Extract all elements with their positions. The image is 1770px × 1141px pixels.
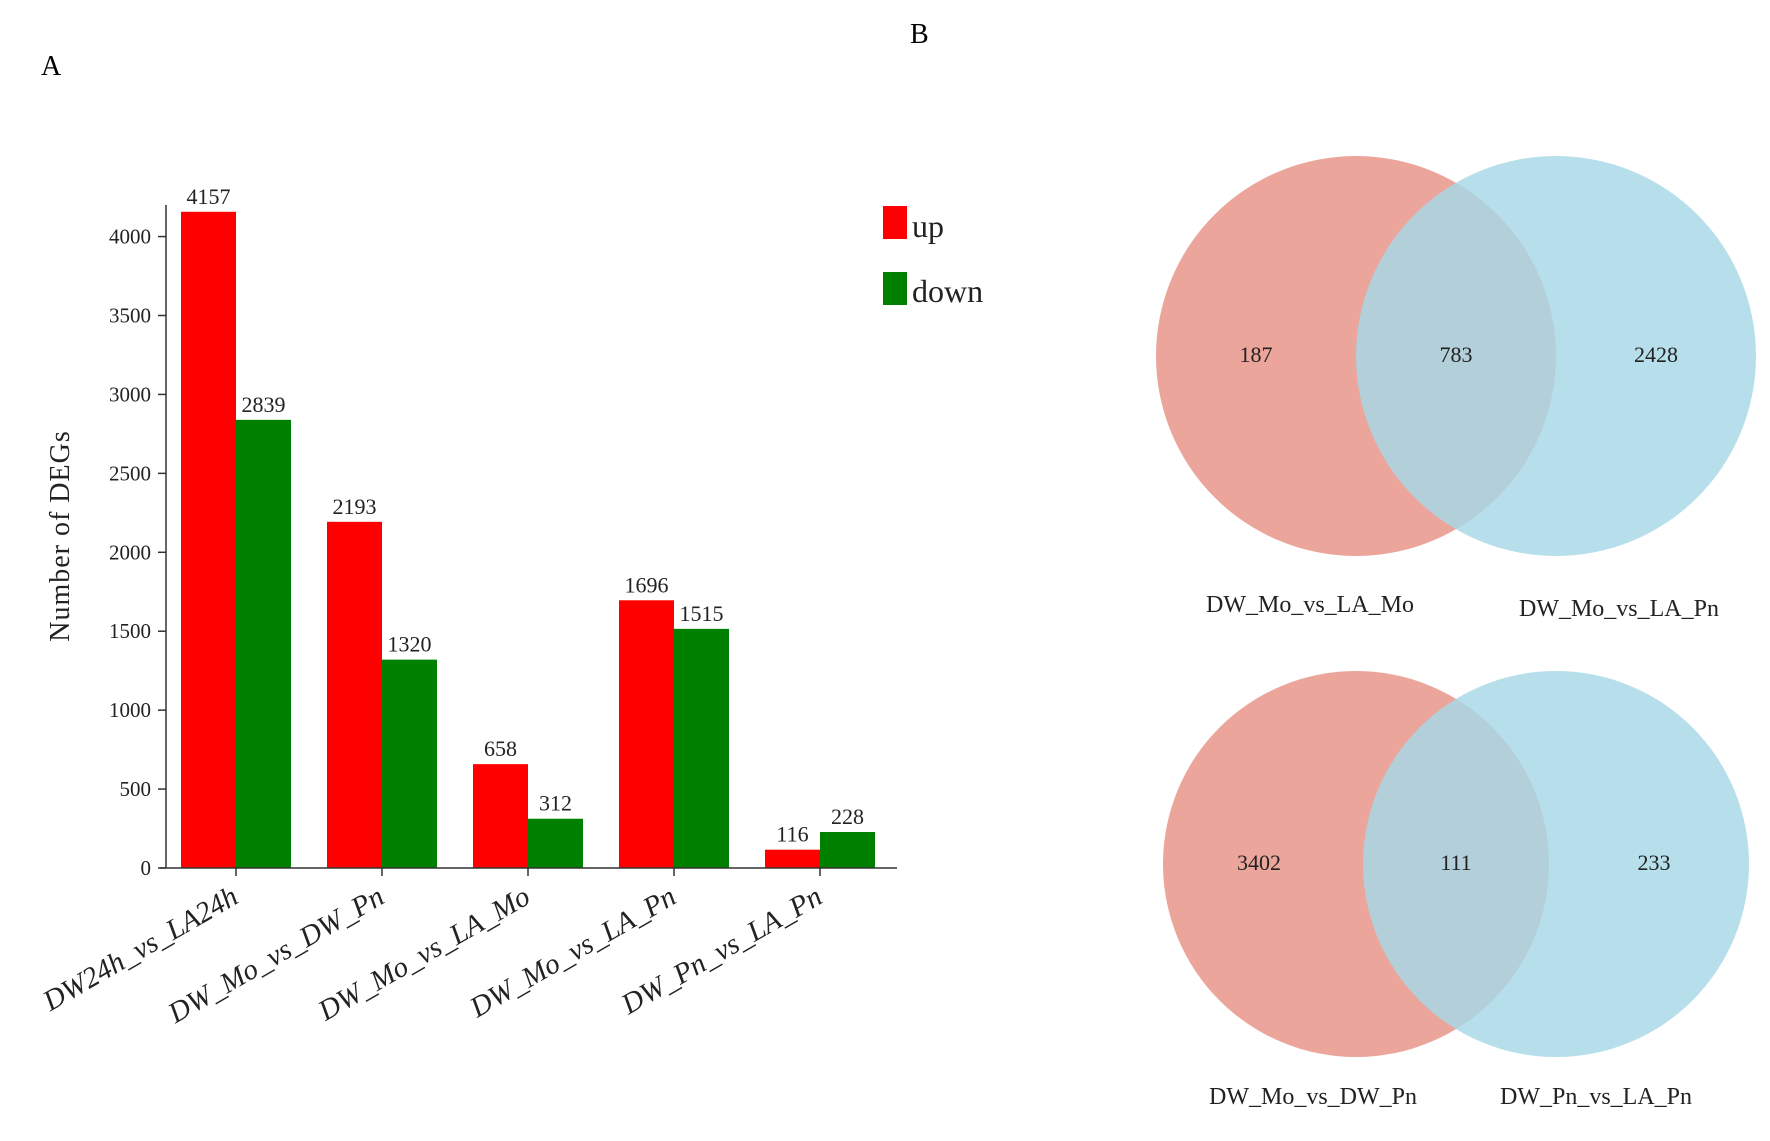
- venn-diagram-1: 187 783 2428 DW_Mo_vs_LA_Mo DW_Mo_vs_LA_…: [1156, 156, 1756, 622]
- venn2-right-only: 233: [1638, 850, 1671, 875]
- bar-label-up-3: 658: [484, 736, 517, 761]
- bar-label-down-4: 1515: [680, 601, 724, 626]
- panel-label-b: B: [910, 19, 929, 50]
- venn2-overlap: 111: [1440, 850, 1471, 875]
- y-tick-label: 3000: [109, 382, 151, 406]
- legend-label-down: down: [912, 273, 983, 309]
- bar-label-up-4: 1696: [625, 572, 669, 597]
- y-tick-label: 4000: [109, 225, 151, 249]
- legend-swatch-up: [883, 206, 907, 239]
- bar-label-down-5: 228: [831, 804, 864, 829]
- y-axis-title: Number of DEGs: [45, 430, 76, 642]
- bar-label-up-1: 4157: [187, 184, 231, 209]
- panel-label-a: A: [41, 51, 62, 82]
- bar-down-5: [820, 832, 875, 868]
- bar-label-down-3: 312: [539, 791, 572, 816]
- venn1-right-only: 2428: [1634, 342, 1678, 367]
- y-tick-label: 500: [120, 777, 152, 801]
- venn1-overlap: 783: [1440, 342, 1473, 367]
- y-axis-ticks: 0 500 1000 1500 2000 2500 3000 3500 4000: [109, 225, 166, 880]
- bar-down-2: [382, 659, 437, 868]
- bar-up-2: [327, 521, 382, 868]
- legend: up down: [883, 206, 983, 309]
- y-tick-label: 2000: [109, 540, 151, 564]
- venn1-left-set-label: DW_Mo_vs_LA_Mo: [1206, 592, 1414, 618]
- y-tick-label: 1000: [109, 698, 151, 722]
- bar-label-up-2: 2193: [333, 494, 377, 519]
- venn1-right-circle: [1356, 156, 1756, 556]
- venn2-right-set-label: DW_Pn_vs_LA_Pn: [1500, 1084, 1692, 1110]
- bar-label-up-5: 116: [776, 822, 808, 847]
- y-tick-label: 3500: [109, 304, 151, 328]
- bar-up-1: [181, 211, 236, 869]
- venn2-left-set-label: DW_Mo_vs_DW_Pn: [1209, 1084, 1417, 1110]
- bar-down-3: [528, 818, 583, 868]
- bar-up-3: [473, 764, 528, 868]
- venn1-left-only: 187: [1240, 342, 1273, 367]
- venn-diagram-2: 3402 111 233 DW_Mo_vs_DW_Pn DW_Pn_vs_LA_…: [1163, 671, 1749, 1110]
- bar-label-down-2: 1320: [388, 632, 432, 657]
- bar-up-5: [765, 849, 820, 868]
- bar-label-down-1: 2839: [242, 392, 286, 417]
- legend-swatch-down: [883, 272, 907, 305]
- venn1-right-set-label: DW_Mo_vs_LA_Pn: [1519, 596, 1719, 622]
- y-tick-label: 1500: [109, 619, 151, 643]
- bars: [181, 211, 875, 869]
- bar-down-4: [674, 628, 729, 868]
- venn2-right-circle: [1363, 671, 1749, 1057]
- bar-value-labels: 4157 2193 658 1696 116 2839 1320 312 1515 228: [187, 184, 865, 847]
- y-tick-label: 0: [141, 856, 152, 880]
- legend-label-up: up: [912, 208, 944, 244]
- x-axis-categories: DW24h_vs_LA24hDW_Mo_vs_DW_PnDW_Mo_vs_LA_…: [37, 868, 828, 1030]
- venn2-left-only: 3402: [1237, 850, 1281, 875]
- bar-up-4: [619, 600, 674, 868]
- bar-chart: 0 500 1000 1500 2000 2500 3000 3500 4000 4157 219…: [37, 184, 983, 1030]
- y-tick-label: 2500: [109, 461, 151, 485]
- bar-down-1: [236, 419, 291, 868]
